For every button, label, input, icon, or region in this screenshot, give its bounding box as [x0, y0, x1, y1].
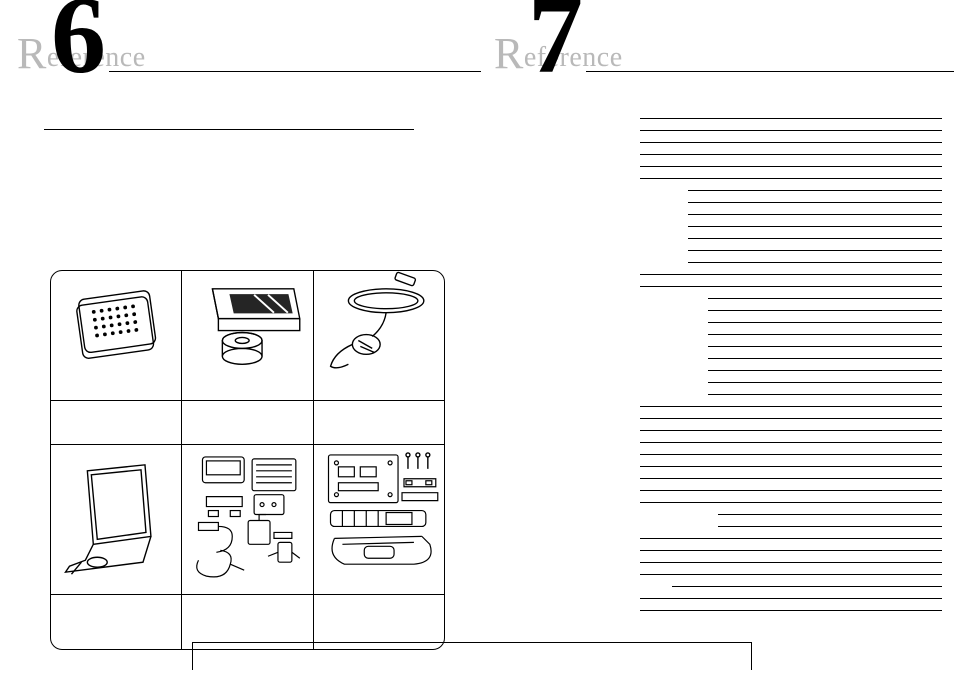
kit-adapters-icon: [182, 445, 312, 594]
cell-antenna-clip: [314, 271, 444, 400]
cell-board-strap: [314, 445, 444, 594]
text-line: [640, 154, 942, 155]
text-line: [640, 598, 942, 599]
text-line: [688, 262, 942, 263]
page-header-right: Reference 7: [492, 8, 932, 88]
page-6: Reference 6: [0, 0, 477, 675]
page-header-left: Reference 6: [15, 8, 455, 88]
page-digit: 6: [51, 0, 106, 90]
text-line: [640, 478, 942, 479]
text-line: [640, 490, 942, 491]
label-cell: [182, 401, 313, 444]
text-line: [640, 178, 942, 179]
text-line: [708, 298, 942, 299]
text-line: [640, 502, 942, 503]
hard-drive-icon: [51, 271, 181, 400]
text-line: [688, 226, 942, 227]
text-line: [640, 286, 942, 287]
text-line: [708, 358, 942, 359]
text-line: [688, 190, 942, 191]
text-line: [640, 442, 942, 443]
tape-roll-icon: [182, 271, 312, 400]
text-line: [688, 202, 942, 203]
cell-tape-roll: [182, 271, 313, 400]
label-cell: [314, 401, 444, 444]
text-line: [640, 574, 942, 575]
grid-row-images-1: [51, 271, 444, 401]
section-title-rule: [44, 114, 414, 130]
text-line: [640, 274, 942, 275]
text-line: [640, 142, 942, 143]
header-rule: [586, 71, 954, 72]
text-line: [708, 370, 942, 371]
label-cell: [51, 401, 182, 444]
text-line: [718, 526, 942, 527]
text-line: [640, 130, 942, 131]
text-line: [708, 382, 942, 383]
cell-hard-drive: [51, 271, 182, 400]
text-line: [708, 394, 942, 395]
text-line: [708, 334, 942, 335]
text-line: [688, 214, 942, 215]
text-line: [640, 166, 942, 167]
dock-stand-icon: [51, 445, 181, 594]
text-line: [718, 514, 942, 515]
text-line: [688, 250, 942, 251]
text-line: [672, 586, 942, 587]
text-line: [640, 406, 942, 407]
grid-row-images-2: [51, 445, 444, 595]
cell-kit-adapters: [182, 445, 313, 594]
text-line: [640, 454, 942, 455]
antenna-clip-icon: [314, 271, 444, 400]
text-line: [640, 118, 942, 119]
text-line: [640, 538, 942, 539]
page-digit: 7: [528, 0, 583, 90]
page-7: Reference 7: [477, 0, 954, 675]
specs-text-block: [490, 118, 942, 622]
cell-dock-stand: [51, 445, 182, 594]
header-rule: [109, 71, 481, 72]
text-line: [688, 238, 942, 239]
text-line: [640, 610, 942, 611]
options-grid: [50, 270, 445, 650]
text-line: [640, 562, 942, 563]
grid-row-labels-1: [51, 401, 444, 445]
text-line: [640, 430, 942, 431]
footer-box: [192, 642, 752, 670]
label-cell: [51, 595, 182, 650]
text-line: [708, 346, 942, 347]
text-line: [640, 466, 942, 467]
text-line: [708, 310, 942, 311]
text-line: [708, 322, 942, 323]
text-line: [640, 550, 942, 551]
text-line: [640, 418, 942, 419]
board-strap-icon: [314, 445, 444, 594]
